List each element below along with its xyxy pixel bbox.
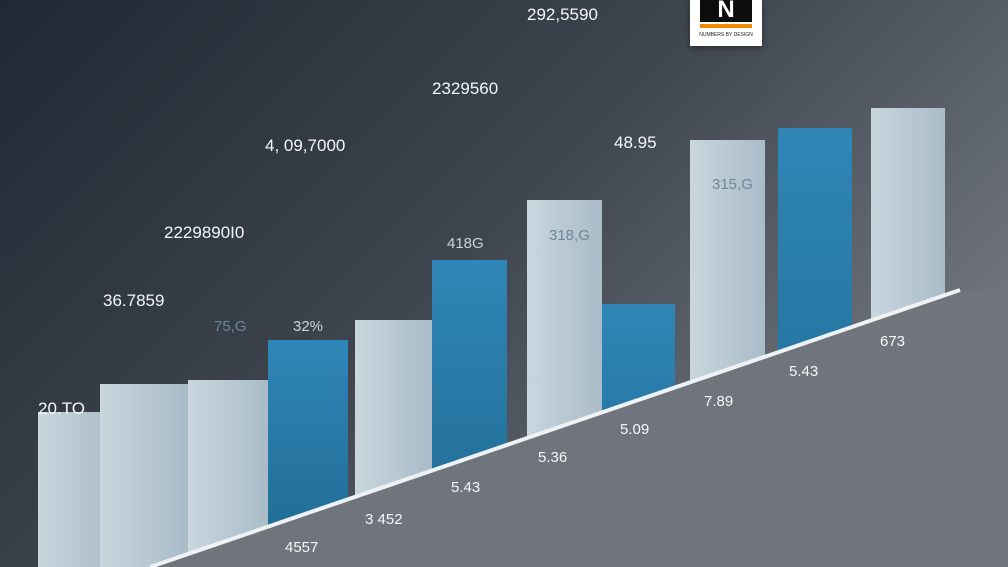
top-label: 2229890I0 (164, 223, 244, 242)
top-label: 20.TO (38, 399, 85, 418)
top-label: 4, 09,7000 (265, 136, 345, 155)
logo-mark: N (700, 0, 752, 22)
inner-label: 315,G (712, 176, 753, 193)
inner-label: 418G (447, 235, 484, 252)
inner-label: 318,G (549, 227, 590, 244)
brand-logo: N NUMBERS BY DESIGN (690, 0, 762, 46)
logo-stripe (700, 24, 752, 28)
bar-2 (100, 384, 188, 567)
bottom-label: 7.89 (704, 393, 733, 410)
bottom-label: 5.36 (538, 449, 567, 466)
top-label: 292,5590 (527, 5, 598, 24)
baseline (149, 288, 961, 567)
bottom-label: 4557 (285, 539, 318, 556)
inner-label: 32% (293, 318, 323, 335)
top-label: 48.95 (614, 133, 657, 152)
bottom-label: 5.43 (451, 479, 480, 496)
floor-shadow (150, 290, 1008, 567)
logo-subtext: NUMBERS BY DESIGN (699, 32, 753, 38)
inner-label: 75,G (214, 318, 247, 335)
bottom-label: 673 (880, 333, 905, 350)
bottom-label: 3 452 (365, 511, 403, 528)
top-label: 2329560 (432, 79, 498, 98)
bottom-label: 5.43 (789, 363, 818, 380)
top-label: 36.7859 (103, 291, 164, 310)
bottom-label: 5.09 (620, 421, 649, 438)
